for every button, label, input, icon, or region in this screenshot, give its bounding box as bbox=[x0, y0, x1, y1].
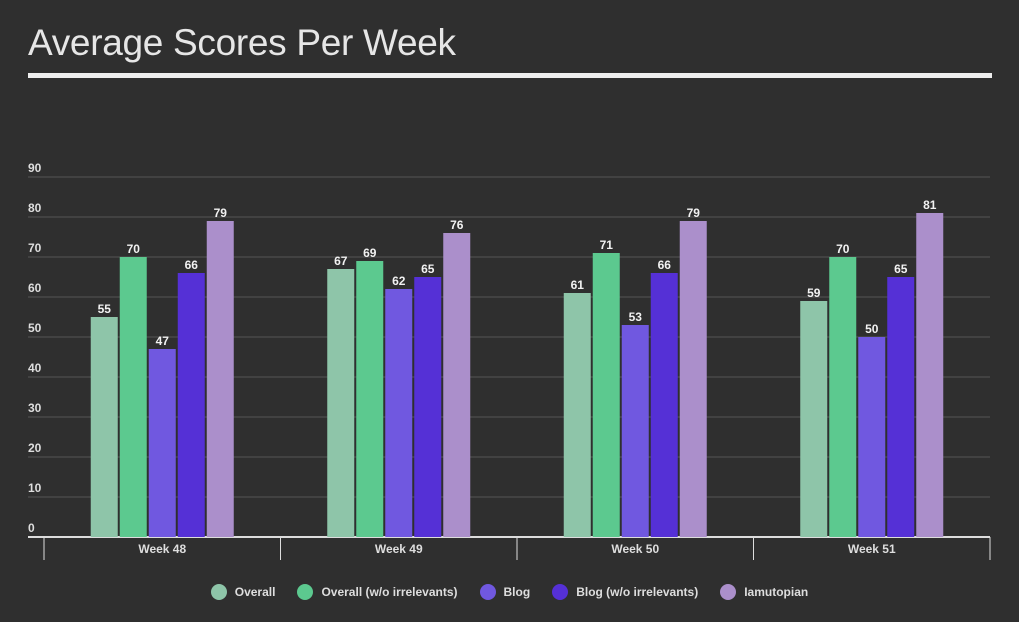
bar bbox=[592, 253, 620, 537]
data-label: 61 bbox=[571, 278, 585, 292]
y-tick-label: 40 bbox=[28, 361, 42, 375]
x-tick-label: Week 48 bbox=[138, 542, 186, 556]
y-tick-label: 10 bbox=[28, 481, 42, 495]
title-underline bbox=[28, 73, 992, 78]
bar bbox=[206, 221, 234, 537]
bar bbox=[90, 317, 118, 537]
data-label: 69 bbox=[363, 246, 377, 260]
legend-swatch bbox=[210, 584, 227, 600]
data-label: 66 bbox=[658, 258, 672, 272]
data-label: 62 bbox=[392, 274, 406, 288]
legend-label: Blog (w/o irrelevants) bbox=[576, 585, 699, 599]
bar bbox=[327, 269, 355, 537]
bar bbox=[916, 213, 944, 537]
data-label: 50 bbox=[865, 322, 879, 336]
y-tick-label: 60 bbox=[28, 281, 42, 295]
bar bbox=[621, 325, 649, 537]
bar-chart: 0 10 20 30 40 50 60 70 80 90 Week 48 55 70 47 66 79 Week… bbox=[28, 161, 991, 560]
legend-label: Overall (w/o irrelevants) bbox=[321, 585, 458, 599]
bar bbox=[443, 233, 471, 537]
bar bbox=[414, 277, 442, 537]
y-tick-label: 50 bbox=[28, 321, 42, 335]
legend-label: Blog bbox=[503, 585, 531, 599]
data-label: 53 bbox=[629, 310, 643, 324]
legend-item[interactable]: Iamutopian bbox=[720, 584, 808, 600]
y-tick-label: 0 bbox=[28, 521, 35, 535]
data-label: 81 bbox=[923, 198, 937, 212]
data-label: 65 bbox=[421, 262, 435, 276]
legend-swatch bbox=[297, 584, 314, 600]
data-label: 79 bbox=[214, 206, 228, 220]
data-label: 76 bbox=[450, 218, 464, 232]
bar bbox=[887, 277, 915, 537]
y-tick-label: 70 bbox=[28, 241, 42, 255]
chart-title: Average Scores Per Week bbox=[28, 22, 456, 63]
bar bbox=[800, 301, 828, 537]
data-label: 66 bbox=[185, 258, 199, 272]
bar bbox=[829, 257, 857, 537]
bar bbox=[563, 293, 591, 537]
x-tick-label: Week 51 bbox=[848, 542, 896, 556]
legend-swatch bbox=[720, 584, 737, 600]
data-label: 71 bbox=[600, 238, 614, 252]
x-tick-label: Week 50 bbox=[611, 542, 659, 556]
legend-swatch bbox=[552, 584, 569, 600]
data-label: 55 bbox=[98, 302, 112, 316]
data-label: 67 bbox=[334, 254, 348, 268]
legend-label: Iamutopian bbox=[744, 585, 809, 599]
legend-item[interactable]: Overall (w/o irrelevants) bbox=[297, 584, 458, 600]
legend-swatch bbox=[479, 584, 496, 600]
bar bbox=[148, 349, 176, 537]
data-label: 59 bbox=[807, 286, 821, 300]
data-label: 65 bbox=[894, 262, 908, 276]
legend-label: Overall bbox=[234, 585, 276, 599]
bar bbox=[858, 337, 886, 537]
y-tick-label: 90 bbox=[28, 161, 42, 175]
y-tick-label: 80 bbox=[28, 201, 42, 215]
bar bbox=[679, 221, 707, 537]
y-tick-label: 20 bbox=[28, 441, 42, 455]
bar bbox=[385, 289, 413, 537]
bar bbox=[650, 273, 678, 537]
y-tick-label: 30 bbox=[28, 401, 42, 415]
bar bbox=[356, 261, 384, 537]
bar bbox=[119, 257, 147, 537]
legend-item[interactable]: Blog (w/o irrelevants) bbox=[552, 584, 698, 600]
chart-legend: Overall Overall (w/o irrelevants) Blog Blog… bbox=[0, 584, 1019, 600]
legend-item[interactable]: Overall bbox=[210, 584, 276, 600]
data-label: 70 bbox=[836, 242, 850, 256]
data-label: 47 bbox=[156, 334, 170, 348]
x-tick-label: Week 49 bbox=[375, 542, 423, 556]
bar bbox=[177, 273, 205, 537]
legend-item[interactable]: Blog bbox=[479, 584, 531, 600]
data-label: 70 bbox=[127, 242, 141, 256]
data-label: 79 bbox=[687, 206, 701, 220]
